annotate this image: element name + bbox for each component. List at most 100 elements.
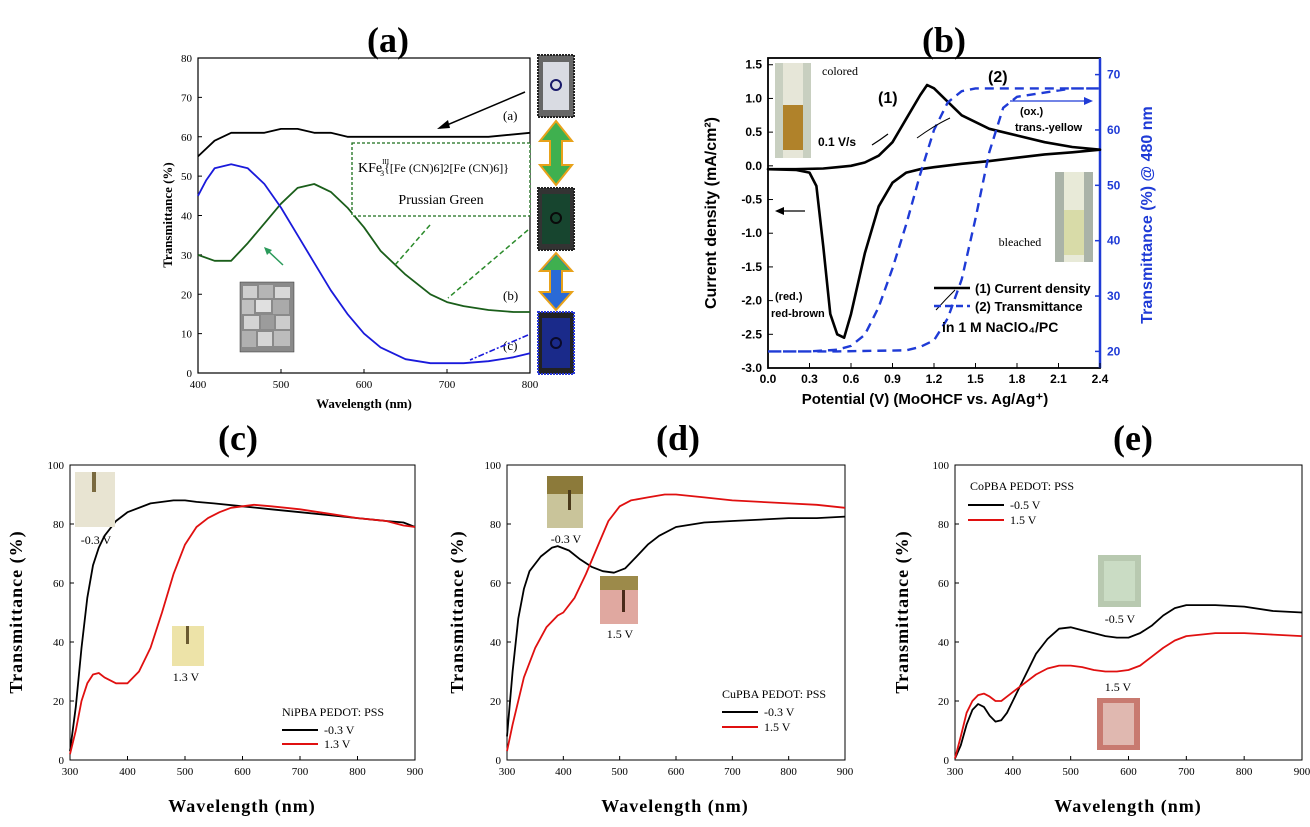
y2-tick-label: 40 [1107, 234, 1121, 248]
x-tick-label: 800 [780, 766, 797, 778]
panel-b-y2label: Transmittance (%) @ 480 nm [1139, 106, 1156, 323]
panel-e-xlabel: Wavelength (nm) [1054, 796, 1202, 817]
y2-tick-label: 20 [1107, 344, 1121, 358]
x-tick-label: 700 [724, 766, 741, 778]
legend-b-trans: (2) Transmittance [975, 299, 1083, 314]
y-tick-label: 1.0 [745, 91, 762, 105]
arrow-right-blue-head [1084, 97, 1093, 105]
y-tick-label: 20 [938, 696, 950, 708]
arrow-head-a [437, 120, 450, 129]
annot-peak-2: (2) [988, 69, 1008, 86]
x-tick-label: 1.2 [926, 372, 943, 386]
y-tick-label: 0 [496, 755, 502, 767]
panel-d-series-0 [507, 517, 845, 737]
photo-d-2-label: 1.5 V [607, 627, 634, 641]
formula-rest: {[Fe (CN)6]2[Fe (CN)6]} [384, 161, 509, 175]
panel-d-ylabel: Transmittance (%) [447, 530, 468, 693]
x-tick-label: 800 [522, 379, 539, 391]
photo-d-2 [600, 576, 638, 624]
photo-c-2-label: 1.3 V [173, 670, 200, 684]
x-tick-label: 400 [119, 766, 136, 778]
x-tick-label: 600 [668, 766, 685, 778]
x-tick-label: 700 [1178, 766, 1195, 778]
x-tick-label: 700 [292, 766, 309, 778]
x-tick-label: 2.1 [1050, 372, 1067, 386]
x-tick-label: 500 [177, 766, 194, 778]
photo-e-1-label: -0.5 V [1105, 612, 1136, 626]
x-tick-label: 700 [439, 379, 456, 391]
x-tick-label: 800 [1236, 766, 1253, 778]
x-tick-label: 900 [837, 766, 854, 778]
photo-c-1-label: -0.3 V [81, 533, 112, 547]
y-tick-label: 80 [938, 519, 950, 531]
x-tick-label: 900 [407, 766, 424, 778]
panel-c-ylabel: Transmittance (%) [6, 530, 27, 693]
legend-d-title: CuPBA PEDOT: PSS [722, 687, 826, 701]
legend-d-entry-1: 1.5 V [764, 720, 791, 734]
y-tick-label: 60 [938, 578, 950, 590]
photo-bleached-cuvette [1055, 172, 1093, 262]
arrow-to-curve-b1 [395, 225, 430, 265]
annot-scan-rate: 0.1 V/s [818, 135, 856, 149]
formula-main: KFe [358, 161, 382, 176]
y-tick-label: 0 [59, 755, 65, 767]
y-tick-label: 80 [490, 519, 502, 531]
y2-tick-label: 30 [1107, 289, 1121, 303]
legend-c-entry-0: -0.3 V [324, 723, 355, 737]
legend-c-entry-1: 1.3 V [324, 737, 351, 751]
curve-label-b: (b) [503, 288, 518, 303]
photo-colorless-state [538, 55, 574, 117]
y-tick-label: 20 [53, 696, 65, 708]
y2-tick-label: 60 [1107, 123, 1121, 137]
photo-d-1-label: -0.3 V [551, 532, 582, 546]
x-tick-label: 1.8 [1009, 372, 1026, 386]
y-tick-label: -1.5 [741, 260, 762, 274]
x-tick-label: 500 [273, 379, 290, 391]
y-tick-label: 40 [181, 211, 193, 223]
panel-a-xlabel: Wavelength (nm) [316, 396, 412, 411]
panel-d-label: (d) [656, 418, 700, 458]
legend-c-title: NiPBA PEDOT: PSS [282, 705, 384, 719]
y-tick-label: -2.5 [741, 327, 762, 341]
y-tick-label: 60 [490, 578, 502, 590]
y-tick-label: 100 [485, 460, 502, 472]
photo-c-2 [172, 626, 204, 666]
y-tick-label: 40 [53, 637, 65, 649]
y-tick-label: 50 [181, 171, 193, 183]
x-tick-label: 400 [555, 766, 572, 778]
photo-prussian-blue-state [538, 312, 574, 374]
photo-c-1 [75, 472, 115, 527]
x-tick-label: 300 [947, 766, 964, 778]
y-tick-label: 60 [53, 578, 65, 590]
y-tick-label: 80 [181, 53, 193, 65]
x-tick-label: 500 [1062, 766, 1079, 778]
legend-d-entry-0: -0.3 V [764, 705, 795, 719]
x-tick-label: 0.3 [801, 372, 818, 386]
x-tick-label: 600 [356, 379, 373, 391]
double-arrow-green-blue [540, 253, 572, 310]
x-tick-label: 400 [190, 379, 207, 391]
photo-e-2-label: 1.5 V [1105, 680, 1132, 694]
legend-e-title: CoPBA PEDOT: PSS [970, 479, 1074, 493]
double-arrow-orange-green-1 [540, 121, 572, 185]
x-tick-label: 800 [349, 766, 366, 778]
arrow-left-black-head [775, 207, 784, 215]
x-tick-label: 600 [234, 766, 251, 778]
ox-scan-arrow [917, 118, 950, 138]
annot-ox: (ox.) [1020, 106, 1044, 118]
x-tick-label: 2.4 [1092, 372, 1109, 386]
y2-tick-label: 50 [1107, 178, 1121, 192]
x-tick-label: 0.0 [760, 372, 777, 386]
legend-e-entry-0: -0.5 V [1010, 498, 1041, 512]
photo-e-2 [1097, 698, 1140, 750]
y-tick-label: 20 [490, 696, 502, 708]
panel-b-label: (b) [922, 20, 966, 60]
y-tick-label: 30 [181, 250, 193, 262]
y-tick-label: -1.0 [741, 226, 762, 240]
legend-e-entry-1: 1.5 V [1010, 513, 1037, 527]
y-tick-label: -2.0 [741, 294, 762, 308]
annot-electrolyte: in 1 M NaClO₄/PC [942, 319, 1058, 335]
